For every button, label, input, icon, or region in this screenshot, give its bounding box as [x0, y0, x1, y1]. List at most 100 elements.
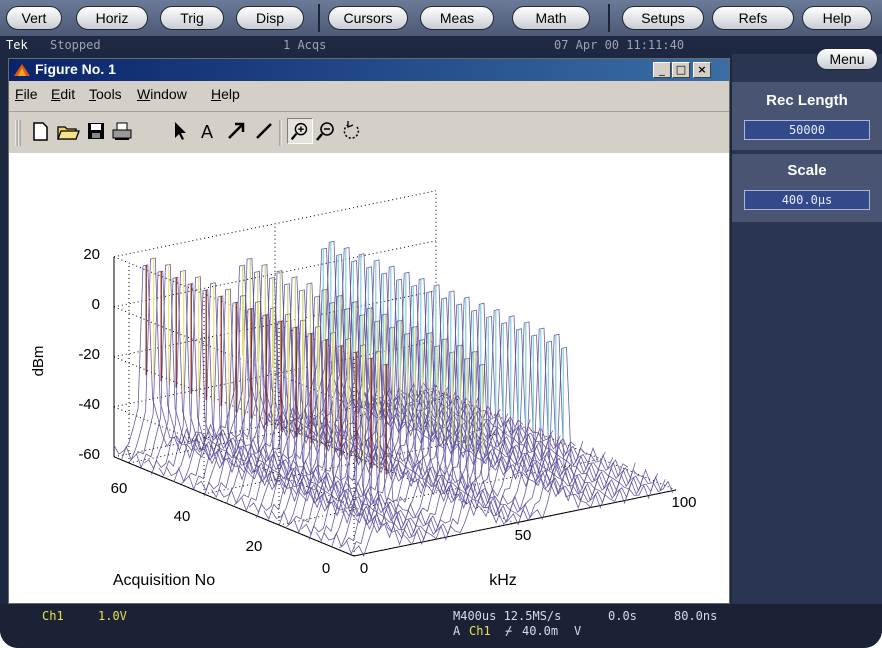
channel-volts[interactable]: 1.0V — [98, 609, 127, 623]
z-tick-label: -40 — [78, 396, 100, 413]
acquisition-count: 1 Acqs — [283, 38, 327, 52]
minimize-button[interactable]: _ — [653, 62, 671, 78]
setups-button[interactable]: Setups — [622, 6, 704, 30]
x-tick-label: 100 — [671, 494, 696, 511]
open-folder-icon[interactable] — [55, 118, 81, 144]
figure-menu-bar: File Edit Tools Window Help — [9, 81, 729, 107]
acquisition-state: Stopped — [50, 38, 101, 52]
bottom-status-bar: Ch1 1.0V M400us 12.5MS/s 0.0s 80.0ns A C… — [0, 604, 882, 648]
horiz-button[interactable]: Horiz — [76, 6, 148, 30]
zoom-in-icon[interactable] — [287, 118, 313, 144]
sample-resolution: 80.0ns — [674, 609, 718, 623]
spectrum-trace — [301, 315, 621, 536]
axes: 20 0 -20 -40 -60 dBm 60 40 20 0 Acquisit… — [30, 246, 697, 589]
brand-label: Tek — [6, 38, 28, 52]
depth-tick-label: 40 — [174, 508, 191, 525]
top-menu-bar: Vert Horiz Trig Disp Cursors Meas Math S… — [0, 0, 882, 37]
figure-window: Figure No. 1 _ □ × File Edit Tools Windo… — [8, 58, 730, 604]
matlab-logo-icon — [14, 64, 30, 76]
save-icon[interactable] — [83, 118, 109, 144]
status-line: Tek Stopped 1 Acqs 07 Apr 00 11:11:40 — [0, 36, 882, 54]
grid-line — [113, 240, 437, 308]
spectrum-trace — [308, 328, 629, 540]
x-tick-label: 50 — [515, 527, 532, 544]
figure-title: Figure No. 1 — [35, 61, 116, 77]
x-tick-label: 0 — [360, 560, 368, 577]
scale-panel[interactable]: Scale 400.0µs — [732, 154, 882, 222]
trigger-channel[interactable]: Ch1 — [469, 624, 491, 638]
spectrum-trace — [331, 327, 651, 548]
arrow-tool-icon[interactable] — [223, 118, 249, 144]
trig-button[interactable]: Trig — [160, 6, 224, 30]
y-axis-label: dBm — [30, 346, 47, 377]
text-tool-icon[interactable]: A — [195, 118, 221, 144]
menu-separator — [608, 4, 610, 32]
disp-button[interactable]: Disp — [236, 6, 304, 30]
plot-area[interactable]: 20 0 -20 -40 -60 dBm 60 40 20 0 Acquisit… — [9, 153, 729, 603]
z-tick-label: 20 — [83, 246, 100, 263]
grid-line — [113, 190, 437, 258]
rec-length-title: Rec Length — [766, 92, 848, 109]
menu-help[interactable]: Help — [211, 86, 240, 102]
menu-window[interactable]: Window — [137, 86, 187, 102]
trigger-prefix: A — [453, 624, 461, 638]
grid-line — [113, 340, 437, 408]
spectrum-trace — [256, 296, 576, 519]
z-tick-label: -60 — [78, 446, 100, 463]
rec-length-panel[interactable]: Rec Length 50000 — [732, 82, 882, 150]
3d-waterfall-plot: 20 0 -20 -40 -60 dBm 60 40 20 0 Acquisit… — [30, 190, 697, 589]
grid-line — [274, 423, 516, 524]
spectrum-trace — [271, 302, 591, 519]
menu-separator — [318, 4, 320, 32]
toolbar-separator — [279, 120, 282, 146]
depth-axis-line — [113, 456, 355, 557]
line-tool-icon[interactable] — [251, 118, 277, 144]
depth-tick-label: 20 — [246, 538, 263, 555]
svg-text:A: A — [201, 122, 213, 142]
depth-tick-label: 60 — [111, 480, 128, 497]
depth-axis-label: Acquisition No — [113, 572, 215, 589]
depth-tick-label: 0 — [322, 560, 330, 577]
date-time: 07 Apr 00 11:11:40 — [554, 38, 685, 52]
timebase-readout[interactable]: M400us 12.5MS/s — [453, 609, 562, 623]
grid-line — [113, 406, 355, 507]
menu-tools[interactable]: Tools — [89, 86, 122, 102]
help-button[interactable]: Help — [802, 6, 872, 30]
figure-title-bar[interactable]: Figure No. 1 _ □ × — [9, 59, 729, 81]
meas-button[interactable]: Meas — [420, 6, 494, 30]
close-button[interactable]: × — [693, 62, 711, 78]
menu-file[interactable]: File — [15, 86, 38, 102]
trigger-slope-icon: ⌿ — [505, 624, 513, 638]
horizontal-position: 0.0s — [608, 609, 637, 623]
z-tick-label: -20 — [78, 346, 100, 363]
z-tick-label: 0 — [92, 296, 100, 313]
grid-line — [435, 390, 677, 491]
figure-toolbar: A — [9, 111, 729, 152]
menu-button[interactable]: Menu — [816, 48, 878, 70]
rec-length-value[interactable]: 50000 — [744, 120, 870, 140]
trigger-level[interactable]: 40.0m — [522, 624, 559, 638]
spectrum-trace — [278, 315, 599, 526]
x-axis-label: kHz — [489, 572, 517, 589]
spectrum-surface — [113, 240, 674, 558]
refs-button[interactable]: Refs — [712, 6, 794, 30]
zoom-out-icon[interactable] — [313, 118, 339, 144]
new-file-icon[interactable] — [27, 118, 53, 144]
math-button[interactable]: Math — [512, 6, 590, 30]
menu-edit[interactable]: Edit — [51, 86, 76, 102]
grid-line — [113, 306, 355, 407]
x-axis-line — [353, 489, 677, 557]
channel-label[interactable]: Ch1 — [42, 609, 64, 623]
spectrum-trace — [248, 303, 569, 514]
scale-value[interactable]: 400.0µs — [744, 190, 870, 210]
vert-button[interactable]: Vert — [6, 6, 62, 30]
print-icon[interactable] — [109, 118, 135, 144]
trigger-unit: V — [574, 624, 582, 638]
rotate-icon[interactable] — [339, 118, 365, 144]
select-arrow-icon[interactable] — [167, 118, 193, 144]
maximize-button[interactable]: □ — [672, 62, 690, 78]
spectrum-trace — [353, 346, 674, 558]
grid-line — [113, 356, 355, 457]
cursors-button[interactable]: Cursors — [328, 6, 408, 30]
